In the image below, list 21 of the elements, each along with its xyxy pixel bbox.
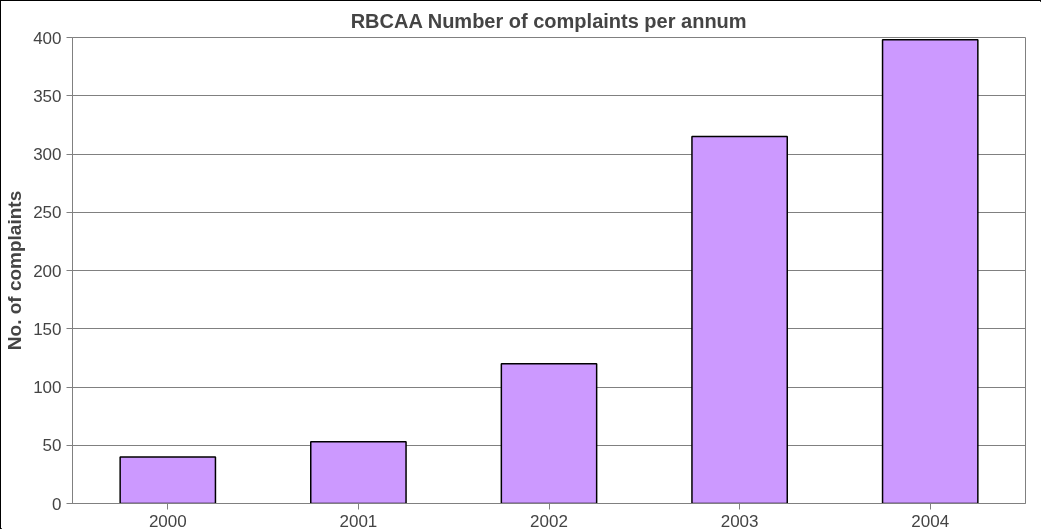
y-axis-title: No. of complaints: [4, 190, 26, 351]
chart-title: RBCAA Number of complaints per annum: [350, 9, 747, 32]
y-tick-label: 350: [33, 86, 62, 106]
y-tick-label: 50: [42, 436, 62, 456]
x-tick-label: 2001: [339, 511, 378, 531]
bar: [310, 441, 407, 504]
x-tick-label: 2002: [530, 511, 568, 531]
bar: [691, 135, 788, 504]
bar: [500, 362, 598, 504]
y-tick-label: 250: [33, 203, 62, 223]
x-tick-label: 2000: [148, 511, 187, 531]
y-tick-label: 0: [52, 494, 62, 514]
y-tick-label: 400: [33, 28, 62, 48]
y-tick-label: 150: [33, 319, 62, 339]
y-tick-label: 200: [33, 261, 62, 281]
x-tick-label: 2004: [911, 511, 950, 531]
bar: [881, 39, 979, 504]
bar: [119, 456, 217, 504]
y-tick-label: 100: [33, 378, 62, 397]
y-tick-label: 300: [33, 145, 62, 164]
x-tick-label: 2003: [720, 511, 759, 531]
